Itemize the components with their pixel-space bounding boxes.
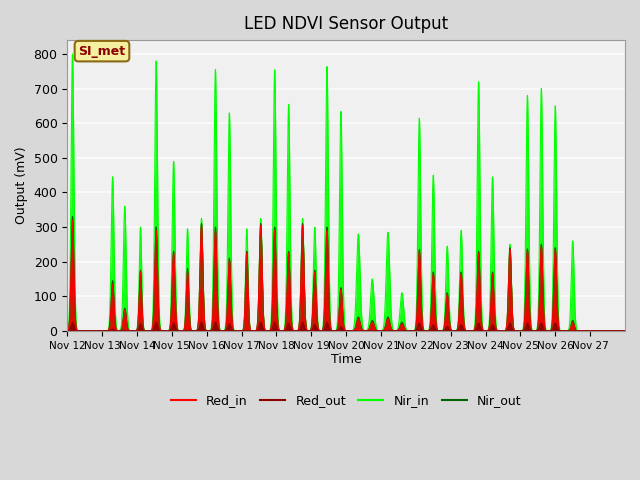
Title: LED NDVI Sensor Output: LED NDVI Sensor Output: [244, 15, 448, 33]
X-axis label: Time: Time: [331, 353, 362, 366]
Y-axis label: Output (mV): Output (mV): [15, 147, 28, 224]
Text: SI_met: SI_met: [79, 45, 125, 58]
Legend: Red_in, Red_out, Nir_in, Nir_out: Red_in, Red_out, Nir_in, Nir_out: [166, 389, 526, 412]
